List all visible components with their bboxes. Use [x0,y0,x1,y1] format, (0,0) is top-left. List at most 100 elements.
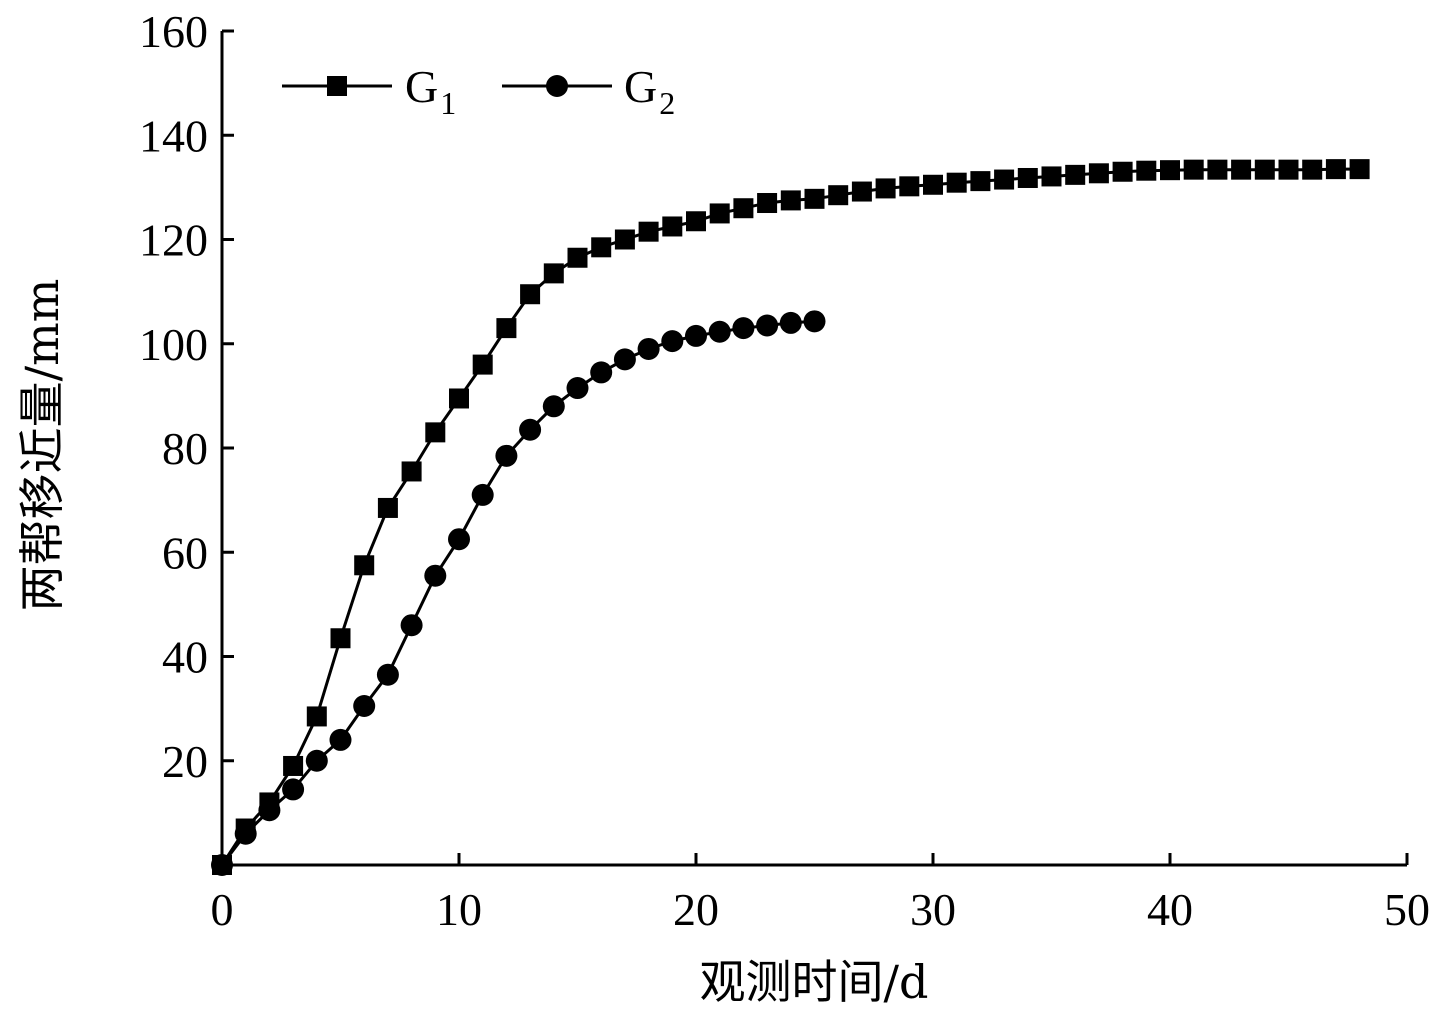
data-point-g1 [496,318,517,339]
y-axis-title: 两帮移近量/mm [15,279,69,612]
data-point-g1 [1160,160,1180,181]
data-point-g1 [614,229,635,250]
data-point-g2 [448,528,470,551]
data-point-g2 [376,663,399,686]
data-point-g2 [234,822,257,845]
data-point-g2 [590,361,613,384]
x-tick-label: 40 [1147,884,1193,935]
data-point-g1 [449,388,469,409]
legend-entry-g2: G2 [502,61,675,121]
data-point-g1 [899,176,920,197]
x-axis-title: 观测时间/d [700,955,929,1009]
x-tick-label: 10 [436,884,482,935]
data-point-g1 [1254,159,1275,180]
data-point-g2 [756,314,779,337]
y-ticks: 20 40 60 80 100 120 140 160 [139,6,234,787]
data-point-g1 [543,263,564,284]
legend-label-g1-name: G [405,61,438,112]
data-point-g2 [258,799,281,822]
x-tick-label: 0 [211,884,234,935]
data-point-g1 [1231,159,1252,180]
data-point-g2 [424,564,447,587]
data-point-g2 [613,348,636,371]
data-point-g2 [353,695,376,718]
data-point-g1 [851,181,872,202]
series-layer [211,159,1370,876]
x-ticks: 0 10 20 30 40 50 [211,853,1430,935]
data-point-g2 [708,320,731,343]
legend-label-g1: G1 [405,61,456,121]
data-point-g1 [709,203,730,224]
data-point-g1 [1017,167,1038,188]
legend-label-g2-name: G [624,61,657,112]
data-point-g1 [994,169,1015,190]
data-point-g2 [566,377,589,400]
data-point-g1 [733,198,754,219]
legend-entry-g1: G1 [282,61,456,121]
data-point-g1 [591,237,612,258]
data-point-g1 [757,193,778,214]
x-tick-label: 30 [910,884,956,935]
data-point-g1 [946,172,967,193]
data-point-g2 [329,728,352,751]
data-point-g1 [354,555,375,576]
data-point-g1 [804,188,825,209]
data-point-g2 [732,317,755,340]
data-point-g2 [779,311,802,334]
axes [220,31,1407,867]
data-point-g2 [282,778,305,801]
data-point-g1 [401,461,422,482]
data-point-g2 [305,749,328,772]
data-point-g1 [875,178,896,199]
data-point-g1 [472,354,493,375]
y-tick-label: 100 [139,319,208,370]
data-point-g2 [542,395,565,418]
legend-marker-g2 [546,75,568,97]
data-point-g2 [661,330,684,353]
legend-label-g2-subscript: 2 [659,85,675,121]
data-point-g1 [828,185,849,206]
data-point-g1 [1136,160,1157,181]
data-point-g1 [686,211,706,232]
data-point-g1 [780,190,801,211]
data-point-g1 [1207,159,1228,180]
data-point-g2 [471,483,494,506]
data-point-g1 [377,497,398,518]
data-point-g1 [1065,164,1086,185]
data-point-g1 [638,221,659,242]
y-tick-label: 40 [162,632,208,683]
legend-label-g2: G2 [624,61,675,121]
data-point-g2 [400,614,423,637]
x-tick-label: 50 [1384,884,1430,935]
data-point-g1 [1088,163,1109,184]
data-point-g1 [306,706,327,727]
data-point-g2 [519,418,542,441]
data-point-g1 [520,284,541,305]
legend-label-g1-subscript: 1 [440,85,456,121]
data-point-g1 [662,216,683,237]
series-line-g2 [220,319,815,866]
data-point-g1 [1041,166,1062,187]
data-point-g2 [211,854,233,876]
data-point-g2 [685,324,707,347]
y-tick-label: 20 [162,736,208,787]
data-point-g1 [1349,159,1370,180]
legend-marker-g1 [327,76,347,96]
data-point-g2 [803,310,826,333]
data-point-g1 [425,422,446,443]
data-point-g1 [1325,159,1346,180]
y-tick-label: 80 [162,423,208,474]
legend: G1 G2 [282,61,675,121]
data-point-g1 [567,247,588,268]
y-tick-label: 160 [139,6,208,57]
data-point-g2 [637,337,660,360]
data-point-g1 [283,755,304,776]
y-tick-label: 120 [139,215,208,266]
data-point-g1 [970,171,991,192]
data-point-g1 [1112,161,1133,182]
data-point-g1 [330,628,351,649]
y-tick-label: 140 [139,110,208,161]
y-tick-label: 60 [162,527,208,578]
data-point-g2 [495,444,518,467]
